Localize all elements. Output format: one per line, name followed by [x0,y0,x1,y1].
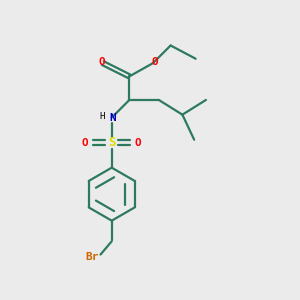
Text: O: O [82,138,88,148]
Text: Br: Br [85,253,98,262]
Text: S: S [108,136,116,149]
Text: O: O [151,57,158,67]
Text: N: N [110,112,117,123]
Text: H: H [100,112,105,121]
Text: O: O [98,57,105,67]
Text: O: O [135,138,142,148]
